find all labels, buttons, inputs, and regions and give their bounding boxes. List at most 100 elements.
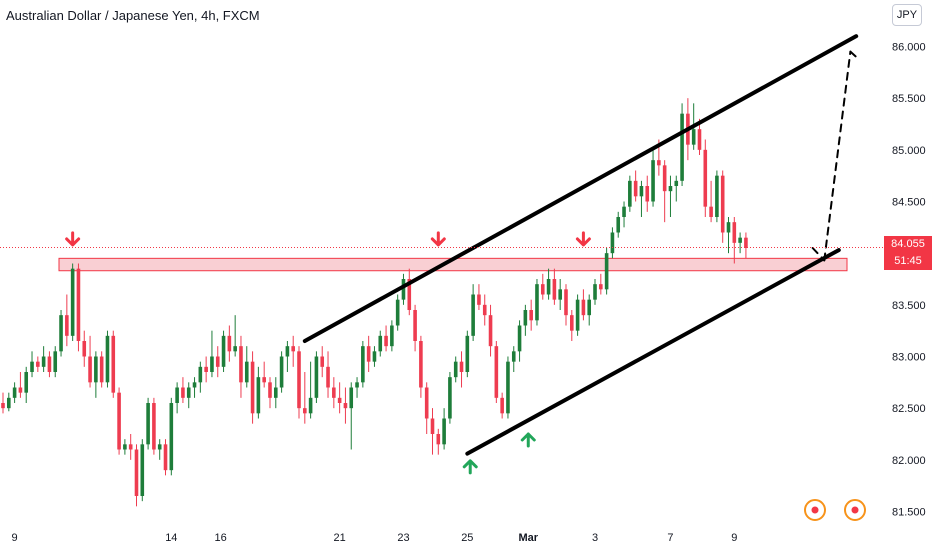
candle-body [303,408,307,414]
candle-body [604,253,609,290]
x-tick-label: 14 [165,532,177,544]
candle-body [181,387,185,398]
candle-body [546,279,551,295]
candle-body [24,372,29,393]
y-tick-label: 86.000 [892,42,926,54]
candle-body [111,335,116,393]
candle-body [488,315,493,347]
candle-body [7,397,11,409]
candle-body [575,299,580,331]
candle-body [732,222,737,243]
candle-body [668,186,673,192]
candle-body [227,335,232,352]
candle-body [448,377,452,419]
candle-body [633,180,638,197]
candle-body [622,206,626,217]
candle-body [523,310,528,326]
candle-body [599,284,603,290]
candle-body [326,366,330,388]
x-tick-label: Mar [518,532,538,544]
candle-body [500,397,504,414]
candle-body [378,335,383,352]
candle-body [372,351,377,362]
projection-c-line [849,50,860,60]
candle-body [674,180,679,186]
candle-body [459,361,464,372]
candle-body [697,129,702,150]
candle-body [709,206,713,217]
currency-button[interactable]: JPY [892,4,922,26]
candle-body [320,356,325,367]
candle-body [564,289,568,316]
candle-body [715,175,719,217]
arrow-up-icon [520,432,536,448]
candle-body [146,403,150,445]
candle-body [76,268,81,341]
candle-body [215,356,220,367]
candle-body [186,387,191,398]
y-tick-label: 83.000 [892,352,926,364]
candle-body [651,160,655,202]
candle-body [82,341,87,357]
candle-body [517,325,522,352]
candle-body [349,387,354,409]
last-price-tag: 84.055 [884,236,932,253]
candle-body [59,315,63,352]
candle-body [18,387,23,393]
candle-body [384,335,388,347]
candle-body [540,284,545,295]
candle-body [314,356,319,398]
candle-body [407,279,412,310]
candle-body [662,165,667,192]
candle-body [94,356,98,383]
candle-body [47,356,52,372]
candle-body [453,361,458,378]
upper-channel-line [302,34,859,343]
arrow-down-icon [430,231,446,247]
candle-body [610,232,615,254]
candle-body [361,346,365,383]
candle-body [482,304,487,316]
candle-body [268,382,272,398]
y-tick-label: 85.000 [892,145,926,157]
event-dot [851,506,859,514]
arrow-down-icon [575,231,591,247]
candle-body [587,299,592,316]
candle-body [285,346,290,357]
candle-body [163,444,168,471]
candle-body [593,284,597,300]
candle-body [535,284,539,321]
candle-body [123,444,127,450]
candle-body [511,351,516,362]
candle-body [262,377,266,383]
candle-body [256,377,261,414]
candle-body [140,444,145,496]
chart-title: Australian Dollar / Japanese Yen, 4h, FX… [6,8,260,23]
candle-body [430,418,435,434]
candle-body [65,315,69,336]
x-tick-label: 9 [731,532,737,544]
candle-body [401,279,406,300]
candle-body [506,361,510,414]
candle-body [720,175,725,233]
candle-body [297,351,301,409]
y-tick-label: 85.500 [892,93,926,105]
projection-b-line [823,50,852,262]
candle-body [657,160,661,166]
candle-body [477,294,481,305]
candle-body [308,397,313,414]
candle-body [30,361,34,372]
x-tick-label: 21 [334,532,346,544]
candle-body [616,217,621,233]
candle-body [175,387,179,403]
candle-body [436,434,441,445]
candle-body [250,361,255,414]
x-tick-label: 16 [215,532,227,544]
candle-body [645,186,650,202]
x-tick-label: 7 [667,532,673,544]
candle-body [569,315,574,331]
candle-body [198,366,203,383]
candle-body [494,346,499,398]
event-dot [811,506,819,514]
